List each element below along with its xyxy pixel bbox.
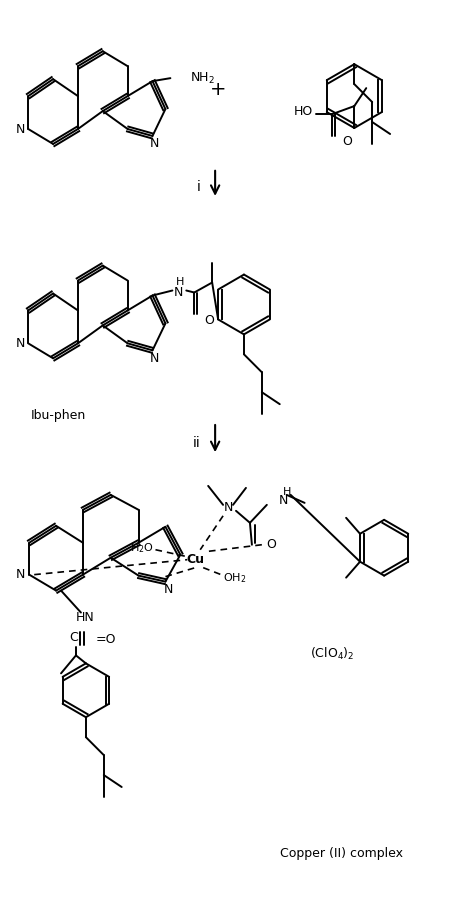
Text: HN: HN [76, 611, 95, 624]
Text: N: N [16, 568, 25, 581]
Text: (ClO$_4$)$_2$: (ClO$_4$)$_2$ [310, 647, 354, 662]
Text: H: H [283, 487, 291, 496]
Text: OH$_2$: OH$_2$ [223, 571, 246, 584]
Text: N: N [173, 286, 183, 299]
Text: Ibu-phen: Ibu-phen [31, 409, 86, 421]
Text: H: H [176, 277, 185, 287]
Text: N: N [279, 495, 288, 507]
Text: C: C [70, 631, 78, 644]
Text: O: O [204, 314, 214, 327]
Text: N: N [164, 583, 173, 596]
Text: Copper (II) complex: Copper (II) complex [280, 847, 403, 860]
Text: Cu: Cu [186, 553, 204, 566]
Text: i: i [196, 180, 200, 194]
Text: NH$_2$: NH$_2$ [190, 71, 215, 86]
Text: O: O [342, 136, 352, 148]
Text: HO: HO [293, 104, 312, 117]
Text: N: N [16, 123, 25, 136]
Text: N: N [150, 352, 159, 365]
Text: +: + [210, 80, 227, 99]
Text: N: N [223, 501, 233, 515]
Text: =O: =O [96, 633, 116, 646]
Text: N: N [150, 137, 159, 150]
Text: O: O [266, 539, 276, 551]
Text: N: N [16, 337, 25, 350]
Text: H$_2$O: H$_2$O [130, 540, 154, 554]
Text: ii: ii [192, 435, 200, 450]
